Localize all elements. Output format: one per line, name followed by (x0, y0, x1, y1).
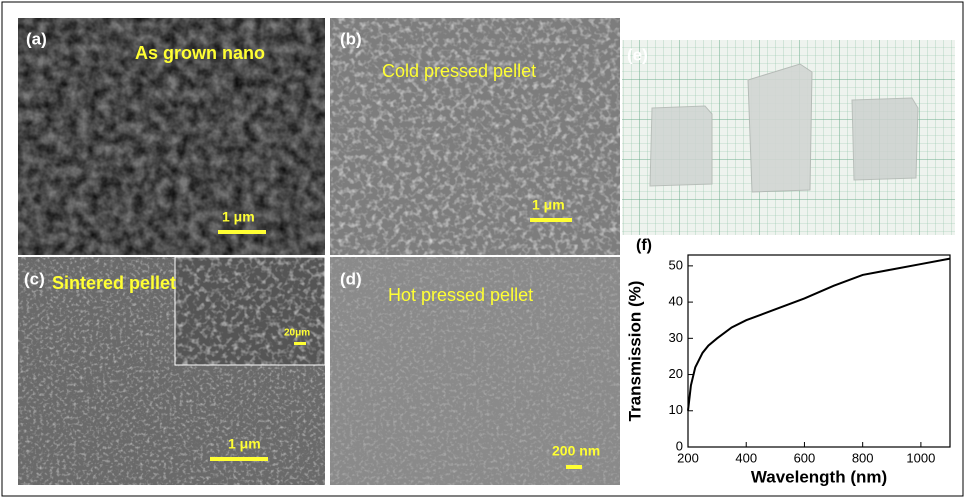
panel-caption: Sintered pellet (52, 273, 176, 293)
scale-label: 200 nm (552, 443, 600, 459)
panel-caption: As grown nano (135, 43, 265, 63)
panel-label: (e) (627, 45, 648, 64)
sample (650, 106, 712, 186)
scale-label: 1 μm (222, 209, 255, 225)
x-tick-label: 800 (852, 450, 874, 465)
x-axis-label: Wavelength (nm) (751, 467, 887, 486)
sem-texture (330, 18, 620, 255)
y-tick-label: 10 (669, 402, 683, 417)
x-tick-label: 1000 (906, 450, 935, 465)
sample (852, 98, 918, 180)
y-tick-label: 20 (669, 366, 683, 381)
plot-frame (688, 255, 950, 447)
scale-label: 1 μm (228, 436, 261, 452)
y-tick-label: 40 (669, 294, 683, 309)
figure: (a) As grown nano 1 μm (b) Cold pressed … (0, 0, 965, 498)
scale-label: 1 μm (532, 197, 565, 213)
y-tick-label: 50 (669, 257, 683, 272)
panel-caption: Hot pressed pellet (388, 285, 533, 305)
scale-bar (218, 230, 266, 234)
x-tick-label: 600 (794, 450, 816, 465)
y-axis-label: Transmission (%) (625, 281, 644, 422)
panel-label: (d) (340, 269, 362, 288)
inset-texture (175, 257, 325, 365)
y-tick-label: 30 (669, 330, 683, 345)
panel-label: (f) (636, 237, 652, 254)
inset-scale-label: 20μm (284, 328, 310, 339)
data-line (688, 259, 950, 411)
panel-label: (c) (24, 269, 45, 288)
scale-bar (530, 218, 572, 222)
panel-label: (b) (340, 29, 362, 48)
scale-bar (210, 457, 268, 461)
panel-label: (a) (26, 29, 47, 48)
sample (748, 64, 812, 192)
scale-bar (294, 342, 306, 345)
panel-caption: Cold pressed pellet (382, 61, 536, 81)
x-tick-label: 200 (677, 450, 699, 465)
scale-bar (566, 465, 582, 469)
x-tick-label: 400 (735, 450, 757, 465)
